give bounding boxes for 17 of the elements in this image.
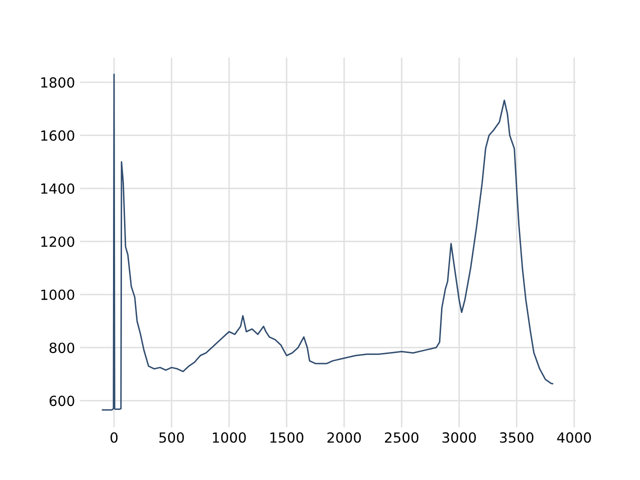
x-tick-label: 2000 [327, 432, 361, 443]
y-tick-label: 1000 [41, 290, 74, 300]
y-tick-label: 1400 [41, 183, 74, 194]
line-series [102, 74, 554, 411]
x-tick-label: 2500 [384, 432, 418, 443]
y-tick-label: 1600 [41, 130, 74, 141]
y-tick-label: 1800 [41, 77, 74, 88]
x-tick-label: 1000 [212, 432, 246, 443]
x-tick-label: 500 [159, 432, 184, 443]
y-tick-label: 1200 [41, 236, 74, 247]
y-tick-label: 800 [50, 342, 74, 354]
x-tick-label: 0 [110, 432, 118, 443]
x-tick-label: 4000 [557, 432, 591, 443]
x-tick-label: 3500 [500, 432, 534, 443]
y-tick-label: 600 [50, 396, 74, 406]
x-tick-label: 1500 [270, 432, 304, 443]
x-tick-label: 3000 [442, 432, 476, 443]
